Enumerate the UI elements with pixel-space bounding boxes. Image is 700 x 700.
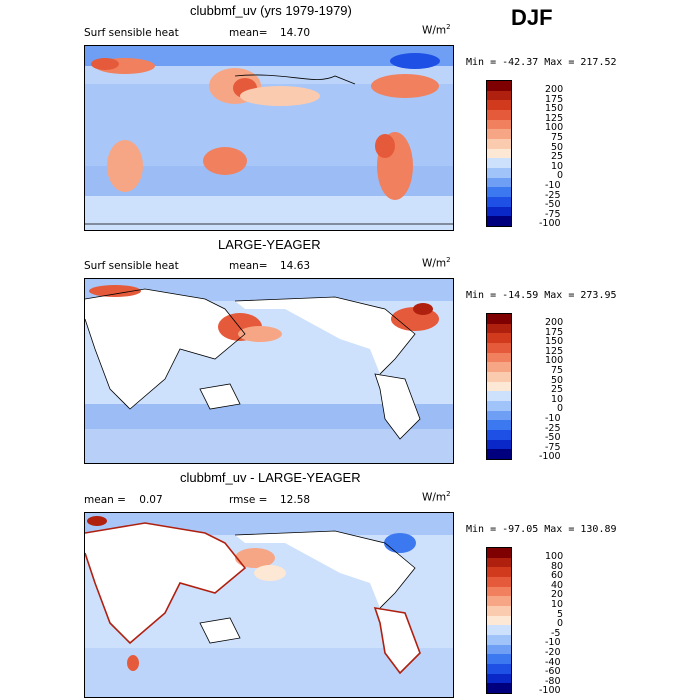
- tick-label: 175: [545, 94, 564, 105]
- tick-label: 125: [545, 346, 564, 357]
- tick-label: 100: [545, 122, 564, 133]
- tick-label: 75: [551, 365, 564, 376]
- tick-label: -50: [545, 199, 561, 210]
- tick-label: 0: [557, 618, 564, 629]
- tick-label: -50: [545, 432, 561, 443]
- panel3-rmse-label: rmse =: [229, 494, 268, 506]
- tick-label: 0: [557, 170, 564, 181]
- panel1-mean-value: 14.70: [280, 27, 311, 39]
- tick-label: -75: [545, 209, 561, 220]
- tick-label: 150: [545, 336, 564, 347]
- panel2-map: [84, 278, 454, 464]
- panel2-colorbar: [486, 313, 512, 460]
- tick-label: 25: [551, 151, 564, 162]
- tick-label: -80: [545, 676, 561, 687]
- panel3-units: W/m2: [422, 490, 451, 504]
- panel2-mean-value: 14.63: [280, 260, 311, 272]
- tick-label: 10: [551, 161, 564, 172]
- tick-label: 100: [545, 355, 564, 366]
- panel3-map: [84, 512, 454, 698]
- tick-label: 0: [557, 403, 564, 414]
- tick-label: 40: [551, 580, 564, 591]
- panel1-title: clubbmf_uv (yrs 1979-1979): [190, 3, 352, 18]
- season-label: DJF: [511, 5, 553, 30]
- panel1-units: W/m2: [422, 23, 451, 37]
- tick-label: -100: [539, 451, 561, 462]
- tick-label: 50: [551, 142, 564, 153]
- panel2-minmax: Min = -14.59 Max = 273.95: [466, 290, 617, 301]
- panel3-mean-label: mean = 0.07: [84, 494, 163, 506]
- tick-label: -10: [545, 637, 561, 648]
- tick-label: -100: [539, 685, 561, 696]
- panel2-units: W/m2: [422, 256, 451, 270]
- tick-label: 200: [545, 317, 564, 328]
- tick-label: 175: [545, 327, 564, 338]
- tick-label: -10: [545, 180, 561, 191]
- tick-label: -20: [545, 647, 561, 658]
- tick-label: 10: [551, 394, 564, 405]
- panel1-mean-label: mean=: [229, 27, 268, 39]
- tick-label: 125: [545, 113, 564, 124]
- panel1-variable-label: Surf sensible heat: [84, 27, 179, 39]
- tick-label: 5: [557, 609, 564, 620]
- panel2-variable-label: Surf sensible heat: [84, 260, 179, 272]
- tick-label: 200: [545, 84, 564, 95]
- tick-label: 80: [551, 561, 564, 572]
- tick-label: 20: [551, 589, 564, 600]
- tick-label: -25: [545, 423, 561, 434]
- panel1-map: [84, 45, 454, 231]
- tick-label: 10: [551, 599, 564, 610]
- panel1-minmax: Min = -42.37 Max = 217.52: [466, 57, 617, 68]
- panel3-colorbar: [486, 547, 512, 694]
- tick-label: 75: [551, 132, 564, 143]
- panel2-title: LARGE-YEAGER: [218, 237, 321, 252]
- panel3-minmax: Min = -97.05 Max = 130.89: [466, 524, 617, 535]
- tick-label: -25: [545, 190, 561, 201]
- tick-label: -60: [545, 666, 561, 677]
- tick-label: -10: [545, 413, 561, 424]
- panel2-mean-label: mean=: [229, 260, 268, 272]
- panel3-rmse-value: 12.58: [280, 494, 311, 506]
- panel1-colorbar: [486, 80, 512, 227]
- tick-label: 25: [551, 384, 564, 395]
- tick-label: -75: [545, 442, 561, 453]
- tick-label: -5: [551, 628, 561, 639]
- panel3-title: clubbmf_uv - LARGE-YEAGER: [180, 470, 361, 485]
- tick-label: 100: [545, 551, 564, 562]
- tick-label: -100: [539, 218, 561, 229]
- tick-label: 60: [551, 570, 564, 581]
- tick-label: 50: [551, 375, 564, 386]
- tick-label: -40: [545, 657, 561, 668]
- tick-label: 150: [545, 103, 564, 114]
